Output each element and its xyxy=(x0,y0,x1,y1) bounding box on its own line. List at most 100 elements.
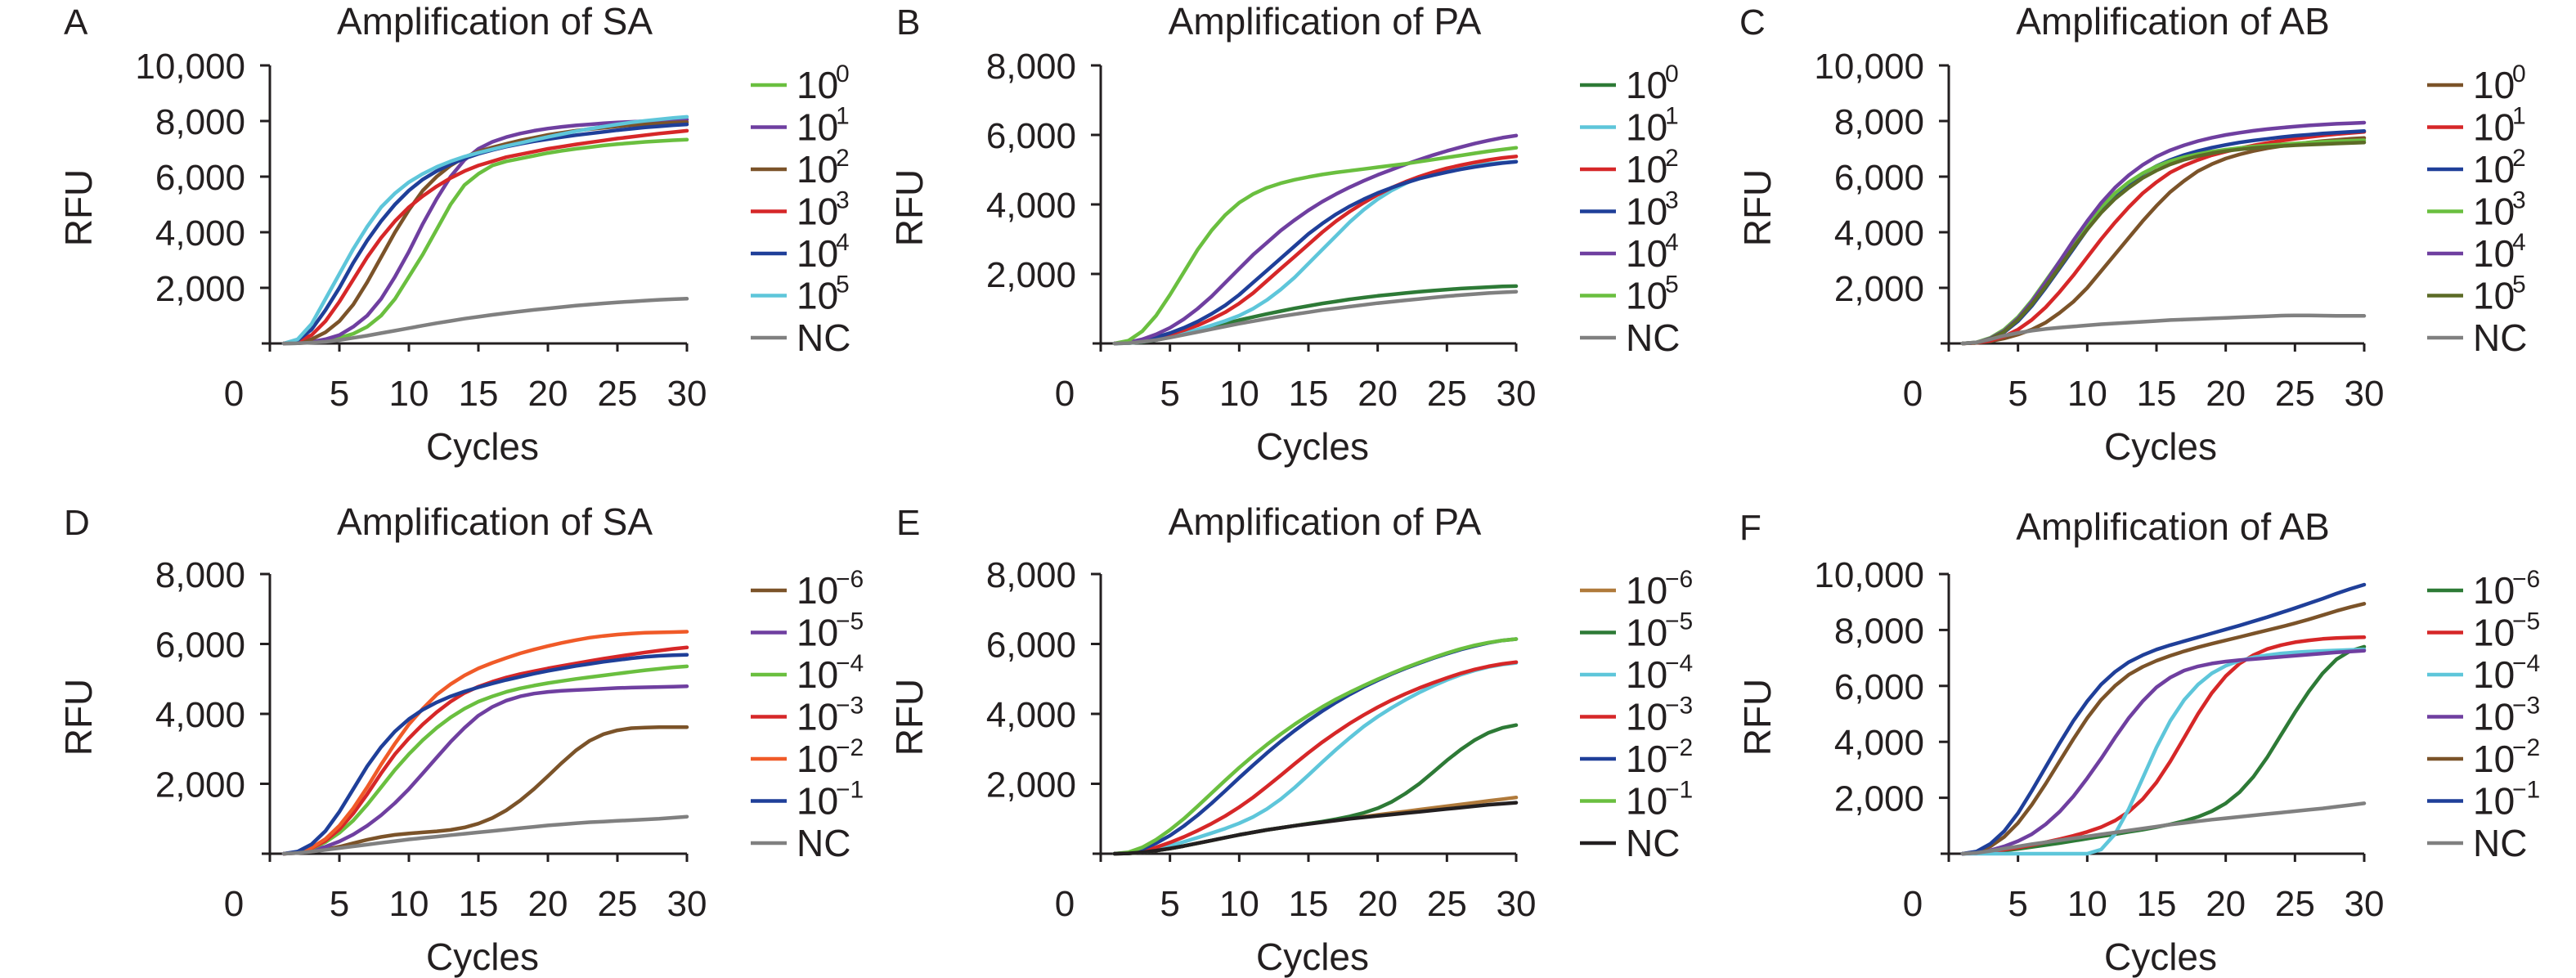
x-tick-label: 0 xyxy=(224,884,244,924)
x-tick-label: 5 xyxy=(1160,884,1179,924)
y-tick-label: 8,000 xyxy=(155,102,245,142)
legend-item: 100 xyxy=(1580,61,1679,106)
legend-item: 10−4 xyxy=(1580,650,1693,696)
legend-item: 105 xyxy=(751,271,850,317)
legend-item: 10−3 xyxy=(1580,693,1693,738)
series-line-4 xyxy=(281,122,689,346)
legend-exponent: 3 xyxy=(1665,187,1679,214)
legend-exponent: −2 xyxy=(2512,734,2540,761)
chart-title: Amplification of SA xyxy=(337,500,653,543)
chart-title: Amplification of SA xyxy=(337,0,653,43)
x-axis-label: Cycles xyxy=(2104,425,2217,468)
legend-label: 10 xyxy=(797,780,838,823)
chart-panel-f: F Amplification of AB 0 5 10 15 20 25 30 2,000 4,0… xyxy=(1736,505,2540,978)
legend-item: 10−6 xyxy=(751,566,864,612)
legend-exponent: 4 xyxy=(2512,229,2526,256)
legend-item: 105 xyxy=(1580,271,1679,317)
x-axis-label: Cycles xyxy=(2104,935,2217,978)
series-line-6 xyxy=(281,814,689,856)
series-line-5 xyxy=(1112,637,1519,856)
x-tick-label: 0 xyxy=(1055,884,1075,924)
x-tick-label: 10 xyxy=(2067,884,2107,924)
y-tick-label: 8,000 xyxy=(1834,102,1924,142)
y-axis-label: RFU xyxy=(888,679,931,756)
legend-label: NC xyxy=(797,316,850,359)
legend-item: 102 xyxy=(1580,145,1679,191)
legend-item: 103 xyxy=(1580,187,1679,233)
legend-exponent: 5 xyxy=(836,271,850,298)
x-tick-label: 0 xyxy=(1055,374,1075,414)
legend-label: 10 xyxy=(1626,653,1667,696)
legend-exponent: 5 xyxy=(1665,271,1679,298)
legend-label: 10 xyxy=(1626,106,1667,149)
panel-letter: F xyxy=(1739,508,1761,548)
legend-item: NC xyxy=(1580,316,1680,359)
series-line-4 xyxy=(1960,120,2367,346)
x-tick-label: 5 xyxy=(1160,374,1179,414)
chart-panel-c: C Amplification of AB0 5 10 15 20 25 302,0004,0… xyxy=(1736,0,2527,468)
legend-item: 100 xyxy=(2427,61,2526,106)
series-line-4 xyxy=(1112,133,1519,346)
legend-item: 10−1 xyxy=(751,777,864,823)
legend-label: NC xyxy=(797,822,850,864)
legend-label: 10 xyxy=(797,738,838,780)
x-tick-label: 5 xyxy=(330,374,349,414)
y-tick-label: 10,000 xyxy=(135,47,245,87)
series-line-3 xyxy=(1112,159,1519,346)
x-axis-label: Cycles xyxy=(426,425,539,468)
legend-exponent: −1 xyxy=(836,777,864,804)
legend-exponent: −6 xyxy=(836,566,864,593)
y-tick-label: 2,000 xyxy=(155,765,245,805)
y-tick-label: 8,000 xyxy=(1834,611,1924,651)
x-tick-label: 5 xyxy=(330,884,349,924)
series-line-3 xyxy=(1112,660,1519,856)
x-tick-label: 15 xyxy=(459,884,499,924)
legend-label: 10 xyxy=(797,612,838,654)
chart-panel-d: D Amplification of SA 0 5 10 15 20 25 30 2,000 4,0… xyxy=(57,500,864,978)
legend-item: 103 xyxy=(751,187,850,233)
x-tick-label: 0 xyxy=(1903,884,1923,924)
series-line-1 xyxy=(1960,635,2367,856)
panel-letter: E xyxy=(896,503,920,543)
legend-label: 10 xyxy=(1626,64,1667,106)
series-line-3 xyxy=(1960,648,2367,856)
legend-item: 104 xyxy=(751,229,850,275)
legend-exponent: −4 xyxy=(2512,650,2540,677)
x-tick-label: 0 xyxy=(1903,374,1923,414)
chart-title: Amplification of PA xyxy=(1169,0,1482,43)
legend-exponent: 3 xyxy=(2512,187,2526,214)
legend-item: 102 xyxy=(751,145,850,191)
legend-item: 105 xyxy=(2427,271,2526,317)
series-line-2 xyxy=(281,664,689,856)
series-line-4 xyxy=(1960,602,2367,856)
legend-item: NC xyxy=(2427,822,2527,864)
x-tick-label: 0 xyxy=(224,374,244,414)
legend-item: 104 xyxy=(1580,229,1679,275)
chart-title: Amplification of AB xyxy=(2016,505,2330,548)
chart-title: Amplification of PA xyxy=(1169,500,1482,543)
legend-label: 10 xyxy=(2473,191,2515,233)
legend-item: 102 xyxy=(2427,145,2526,191)
y-tick-label: 6,000 xyxy=(986,116,1076,156)
legend-label: 10 xyxy=(1626,780,1667,823)
series-line-4 xyxy=(281,630,689,856)
legend-item: NC xyxy=(1580,822,1680,864)
legend-label: NC xyxy=(1626,316,1680,359)
legend-item: 10−2 xyxy=(1580,734,1693,780)
y-tick-label: 4,000 xyxy=(1834,723,1924,763)
panel-letter: D xyxy=(64,503,90,543)
series-line-5 xyxy=(1960,582,2367,856)
legend-exponent: −3 xyxy=(2512,693,2540,720)
legend-exponent: −2 xyxy=(1665,734,1693,761)
legend-label: 10 xyxy=(1626,191,1667,233)
y-tick-label: 10,000 xyxy=(1814,47,1924,87)
legend-label: 10 xyxy=(797,696,838,738)
x-tick-label: 5 xyxy=(2008,884,2027,924)
legend-exponent: −5 xyxy=(1665,608,1693,635)
legend-exponent: −2 xyxy=(836,734,864,761)
legend-label: 10 xyxy=(1626,275,1667,317)
x-tick-label: 30 xyxy=(1497,374,1537,414)
series-line-5 xyxy=(281,653,689,856)
legend-item: 104 xyxy=(2427,229,2526,275)
legend-item: 10−4 xyxy=(751,650,864,696)
